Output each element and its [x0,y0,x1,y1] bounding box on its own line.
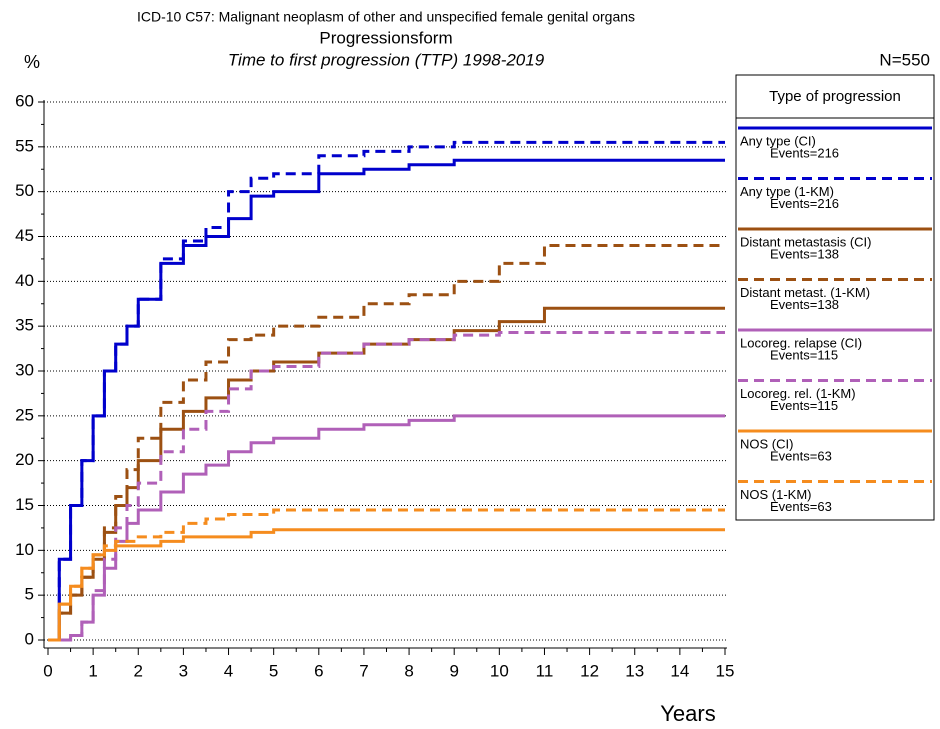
y-tick-label: 45 [15,226,34,245]
series-line [48,528,725,642]
x-tick-label: 9 [449,661,458,680]
x-tick-label: 7 [359,661,368,680]
legend-label: NOS (CI) [740,436,793,451]
x-tick-label: 3 [179,661,188,680]
y-tick-label: 25 [15,405,34,424]
x-tick-label: 13 [625,661,644,680]
legend-events: Events=216 [770,196,839,211]
y-axis-label: % [24,52,40,72]
legend-label: Any type (CI) [740,133,816,148]
legend-label: Distant metast. (1-KM) [740,285,870,300]
legend-events: Events=63 [770,499,832,514]
y-tick-label: 0 [25,629,34,648]
legend-events: Events=216 [770,145,839,160]
y-tick-label: 15 [15,495,34,514]
x-tick-label: 14 [670,661,689,680]
x-tick-label: 10 [490,661,509,680]
x-tick-label: 0 [43,661,52,680]
series-line [48,140,725,642]
x-tick-label: 8 [404,661,413,680]
n-label: N=550 [879,50,930,69]
x-tick-label: 5 [269,661,278,680]
legend-box [735,74,935,521]
y-tick-label: 40 [15,271,34,290]
series-line [48,306,725,642]
x-tick-label: 6 [314,661,323,680]
y-tick-label: 35 [15,316,34,335]
series-line [48,243,725,642]
legend-events: Events=138 [770,297,839,312]
y-tick-label: 5 [25,585,34,604]
legend-title: Type of progression [769,88,901,105]
chart-subtitle: Time to first progression (TTP) 1998-201… [228,50,545,69]
x-tick-label: 12 [580,661,599,680]
legend-events: Events=115 [770,398,838,413]
x-tick-label: 11 [536,661,554,680]
series-line [48,508,725,642]
legend-events: Events=138 [770,246,839,261]
legend-label: Any type (1-KM) [740,184,834,199]
y-tick-label: 60 [15,91,34,110]
x-tick-label: 15 [716,661,735,680]
x-tick-label: 4 [224,661,233,680]
series-line [48,414,725,642]
x-axis-label: Years [660,701,715,726]
chart-subtitle: Progressionsform [319,28,452,47]
legend-label: NOS (1-KM) [740,487,812,502]
x-tick-label: 2 [134,661,143,680]
chart-title: ICD-10 C57: Malignant neoplasm of other … [137,9,635,25]
y-tick-label: 30 [15,360,34,379]
legend-events: Events=115 [770,347,838,362]
legend-label: Locoreg. relapse (CI) [740,335,862,350]
legend-events: Events=63 [770,448,832,463]
legend-label: Distant metastasis (CI) [740,234,871,249]
y-tick-label: 50 [15,181,34,200]
y-tick-label: 55 [15,136,34,155]
y-tick-label: 10 [15,540,34,559]
series-line [48,330,725,642]
x-tick-label: 1 [88,661,97,680]
series-line [48,158,725,642]
y-tick-label: 20 [15,450,34,469]
legend-label: Locoreg. rel. (1-KM) [740,386,856,401]
